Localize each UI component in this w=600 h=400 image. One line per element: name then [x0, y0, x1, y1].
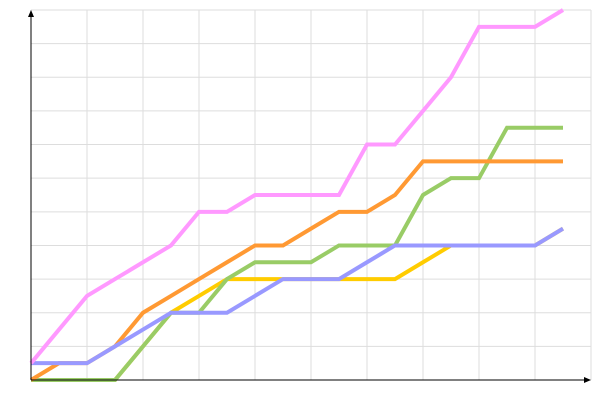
x-axis-arrow-icon — [584, 377, 591, 383]
series-line — [31, 226, 565, 382]
series-line — [31, 125, 563, 382]
series-lines — [29, 8, 565, 382]
series-line — [31, 226, 565, 366]
series-line — [29, 159, 563, 382]
axes — [28, 10, 591, 383]
series-line — [29, 8, 565, 365]
y-axis-arrow-icon — [28, 10, 34, 17]
